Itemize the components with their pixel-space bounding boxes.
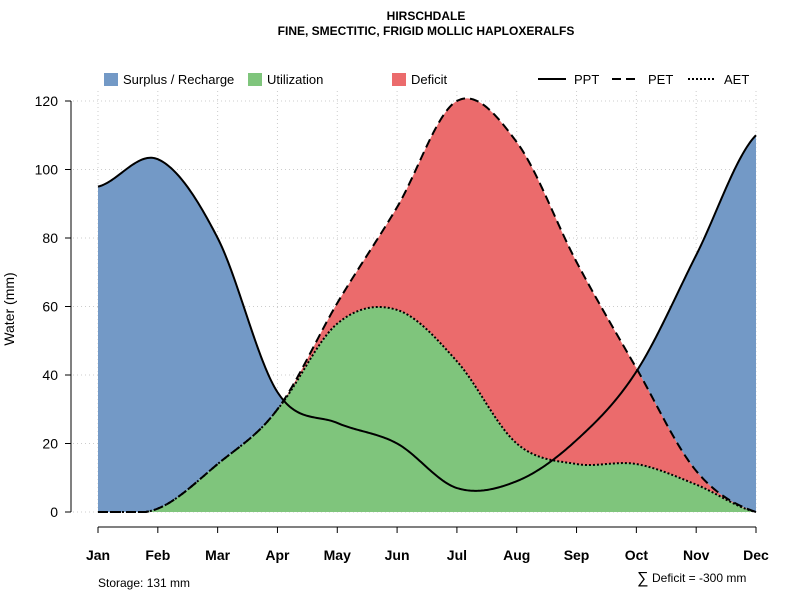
deficit-sum-icon: ∑ [637,570,648,587]
x-tick-label: Feb [145,547,170,563]
y-tick-label: 60 [42,299,58,315]
legend-swatch-deficit [392,73,406,86]
x-tick-label: Mar [205,547,230,563]
y-tick-label: 40 [42,367,58,383]
utilization-area [98,306,756,512]
series-lines [97,97,757,513]
x-tick-label: Jun [385,547,410,563]
x-tick-label: Sep [564,547,590,563]
x-tick-label: Nov [683,547,710,563]
y-tick-label: 80 [42,230,58,246]
x-tick-label: Apr [265,547,290,563]
x-tick-label: Dec [743,547,769,563]
chart-legend: Surplus / Recharge Utilization Deficit PPT P… [104,72,749,87]
deficit-area [98,98,756,513]
deficit-annotation: Deficit = -300 mm [652,571,746,585]
y-axis-label: Water (mm) [1,272,17,345]
series-line-aet [97,305,757,513]
x-tick-label: Jul [447,547,467,563]
y-tick-label: 20 [42,436,58,452]
axes: 0 20 40 60 80 100 120 Jan Feb Mar Apr May Jun Jul Aug S… [35,93,769,563]
series-line-pet [97,97,757,513]
storage-annotation: Storage: 131 mm [98,576,190,590]
legend-label: PET [648,72,673,87]
x-tick-label: Aug [503,547,530,563]
y-tick-label: 100 [35,162,59,178]
legend-swatch-utilization [248,73,262,86]
x-tick-label: Oct [625,547,649,563]
chart-title: HIRSCHDALE [387,9,466,23]
legend-swatch-surplus [104,73,118,86]
y-tick-label: 120 [35,93,59,109]
legend-label: Deficit [411,72,448,87]
area-fills [98,98,756,513]
x-tick-label: Jan [86,547,110,563]
chart-subtitle: FINE, SMECTITIC, FRIGID MOLLIC HAPLOXERA… [278,24,575,38]
y-tick-label: 0 [50,504,58,520]
legend-label: Surplus / Recharge [123,72,234,87]
legend-label: PPT [574,72,599,87]
series-line-ppt [97,134,757,492]
x-tick-label: May [324,547,351,563]
legend-label: AET [724,72,749,87]
surplus-area [98,157,284,512]
surplus-area [637,135,756,512]
legend-label: Utilization [267,72,323,87]
